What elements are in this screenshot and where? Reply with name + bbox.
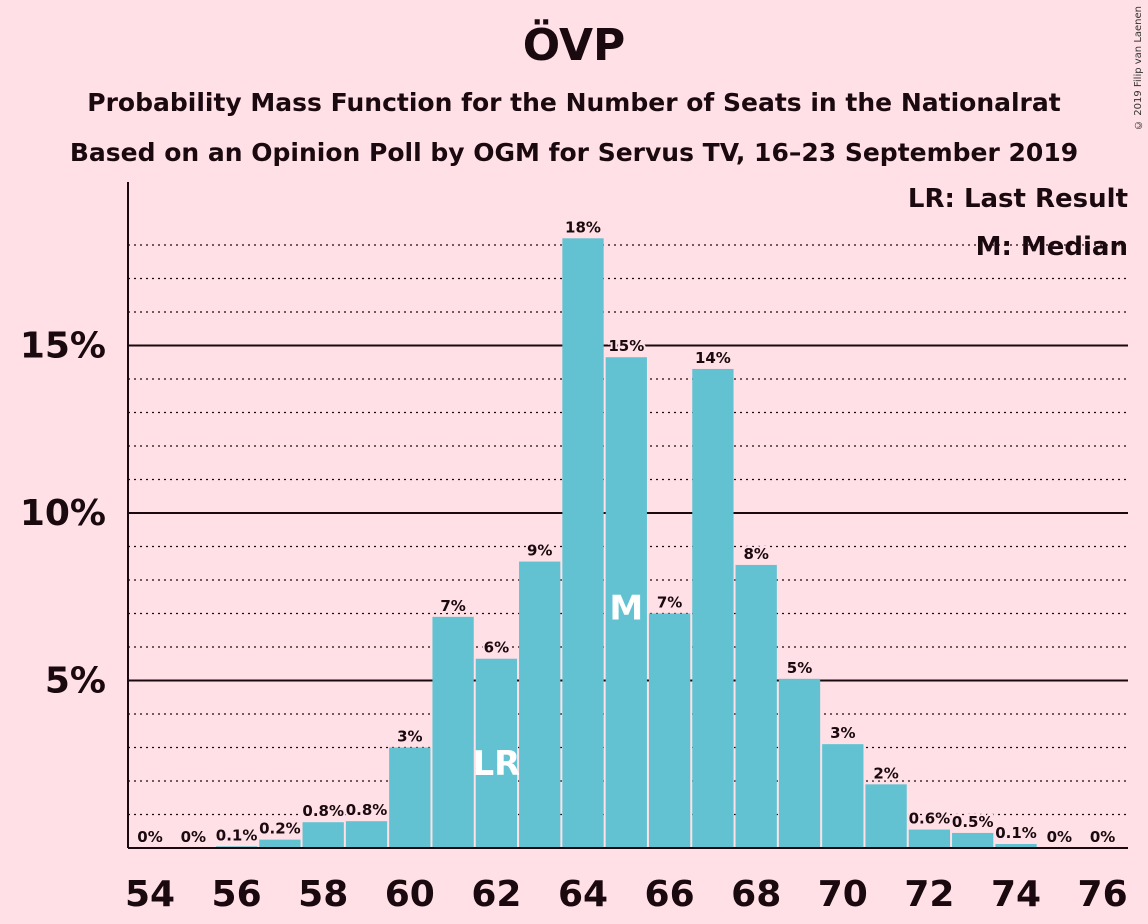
x-tick-label: 76	[1078, 874, 1128, 915]
data-label-seat-60: 3%	[397, 728, 422, 746]
bar-seat-57	[259, 839, 301, 848]
bar-seat-60	[389, 747, 431, 848]
chart-subtitle-1: Probability Mass Function for the Number…	[87, 88, 1061, 117]
x-tick-label: 64	[558, 874, 608, 915]
data-label-seat-67: 14%	[695, 349, 731, 367]
median-marker: M	[609, 589, 643, 629]
data-label-seat-57: 0.2%	[259, 820, 301, 838]
data-label-seat-64: 18%	[565, 218, 601, 236]
data-label-seat-63: 9%	[527, 542, 552, 560]
bar-seat-69	[778, 678, 821, 848]
bar-seat-58	[302, 822, 344, 848]
x-tick-label: 72	[904, 874, 954, 915]
bar-seat-64	[562, 238, 604, 849]
legend-median: M: Median	[975, 232, 1128, 262]
legend-last-result: LR: Last Result	[907, 184, 1128, 214]
bar-seat-65	[605, 357, 647, 848]
data-label-seat-73: 0.5%	[952, 813, 994, 831]
data-label-seat-69: 5%	[787, 659, 812, 677]
x-tick-label: 62	[471, 874, 521, 915]
bar-seat-59	[345, 821, 388, 848]
x-tick-label: 54	[125, 874, 175, 915]
data-label-seat-54: 0%	[137, 828, 162, 846]
data-label-seat-61: 7%	[440, 597, 465, 615]
y-tick-label: 5%	[45, 661, 106, 702]
y-tick-label: 10%	[20, 493, 106, 534]
x-tick-label: 68	[731, 874, 781, 915]
bar-seat-63	[519, 561, 561, 848]
bar-seat-70	[822, 744, 864, 848]
bar-seat-68	[735, 564, 777, 848]
data-label-seat-70: 3%	[830, 724, 855, 742]
bar-seat-71	[865, 784, 907, 848]
bar-seat-67	[692, 368, 734, 848]
x-tick-label: 74	[991, 874, 1041, 915]
data-label-seat-74: 0.1%	[995, 824, 1037, 842]
data-label-seat-66: 7%	[657, 594, 682, 612]
bar-seat-66	[648, 613, 691, 848]
y-tick-label: 15%	[20, 326, 106, 367]
x-tick-label: 56	[212, 874, 262, 915]
x-tick-label: 70	[818, 874, 868, 915]
data-label-seat-55: 0%	[181, 828, 206, 846]
bar-seat-61	[432, 616, 474, 848]
x-tick-label: 60	[385, 874, 435, 915]
bar-seat-62	[475, 658, 518, 848]
chart-title: ÖVP	[522, 20, 626, 71]
chart-subtitle-2: Based on an Opinion Poll by OGM for Serv…	[69, 138, 1079, 167]
data-label-seat-62: 6%	[484, 639, 509, 657]
last-result-marker: LR	[472, 744, 520, 784]
data-label-seat-65: 15%	[608, 337, 644, 355]
data-label-seat-68: 8%	[743, 545, 768, 563]
x-tick-label: 58	[298, 874, 348, 915]
data-label-seat-72: 0.6%	[909, 810, 951, 828]
data-label-seat-71: 2%	[873, 764, 898, 782]
bar-seat-74	[995, 843, 1037, 848]
data-label-seat-76: 0%	[1090, 828, 1115, 846]
x-tick-label: 66	[645, 874, 695, 915]
data-label-seat-56: 0.1%	[216, 826, 258, 844]
bar-seat-72	[908, 829, 951, 848]
bar-seat-73	[952, 832, 994, 848]
data-label-seat-75: 0%	[1047, 828, 1072, 846]
data-label-seat-59: 0.8%	[346, 801, 388, 819]
data-label-seat-58: 0.8%	[302, 802, 344, 820]
